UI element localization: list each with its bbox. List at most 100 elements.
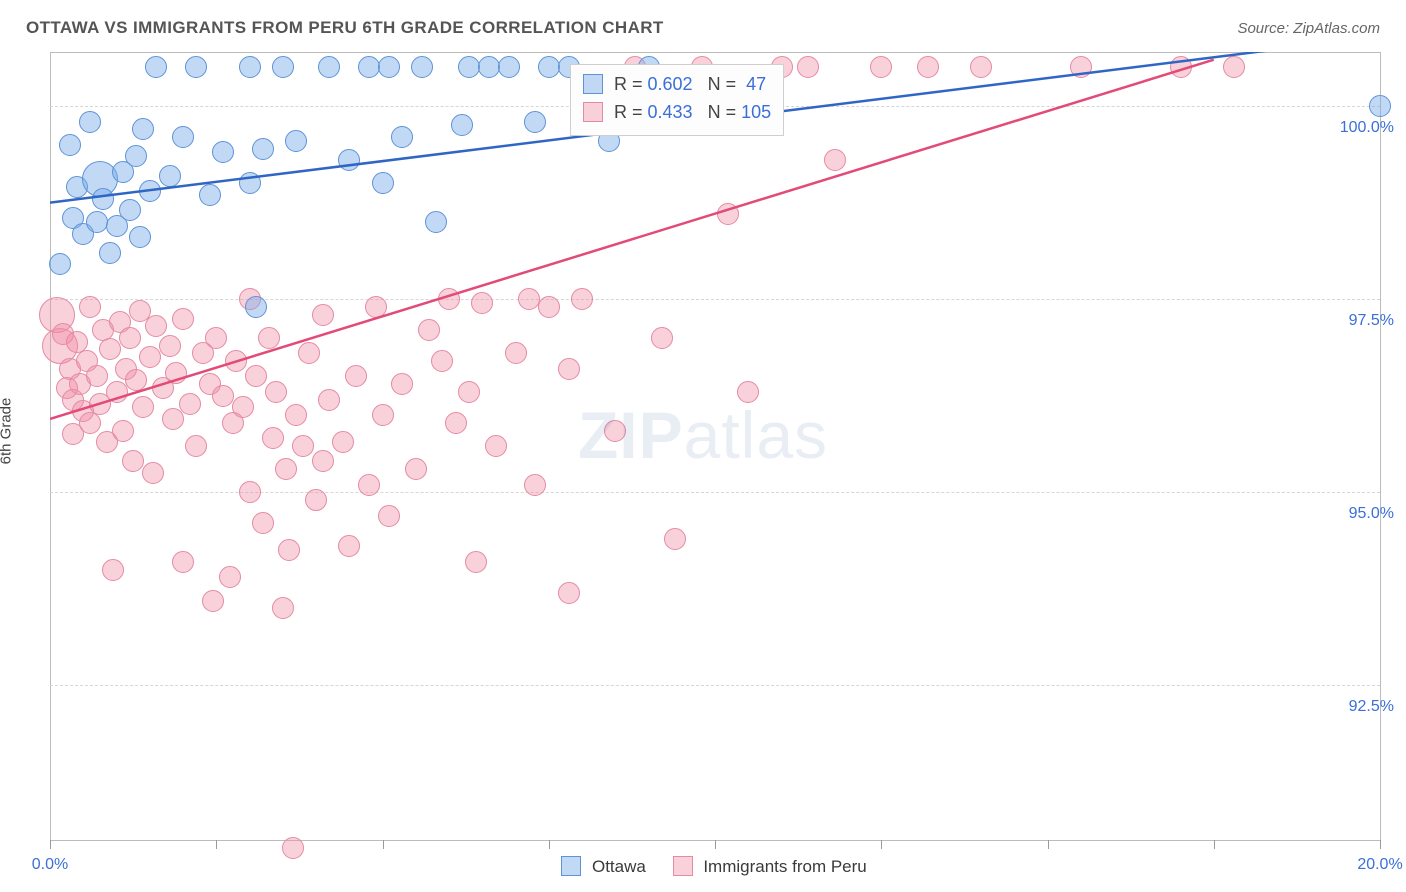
data-point [225, 350, 247, 372]
x-tick [216, 840, 217, 849]
data-point [172, 308, 194, 330]
x-tick [50, 840, 51, 849]
data-point [278, 539, 300, 561]
data-point [391, 373, 413, 395]
axis-left [50, 52, 51, 840]
data-point [651, 327, 673, 349]
data-point [129, 226, 151, 248]
data-point [292, 435, 314, 457]
data-point [179, 393, 201, 415]
data-point [86, 365, 108, 387]
data-point [558, 358, 580, 380]
legend-row: R = 0.433 N = 105 [583, 99, 771, 127]
data-point [119, 327, 141, 349]
data-point [425, 211, 447, 233]
data-point [59, 134, 81, 156]
data-point [79, 296, 101, 318]
data-point [917, 56, 939, 78]
data-point [49, 253, 71, 275]
legend-swatch [583, 74, 603, 94]
data-point [498, 56, 520, 78]
y-tick-label: 97.5% [1349, 312, 1394, 330]
data-point [285, 130, 307, 152]
data-point [239, 481, 261, 503]
data-point [478, 56, 500, 78]
data-point [518, 288, 540, 310]
chart-title: OTTAWA VS IMMIGRANTS FROM PERU 6TH GRADE… [26, 18, 664, 38]
data-point [132, 396, 154, 418]
data-point [252, 138, 274, 160]
y-tick-label: 100.0% [1340, 119, 1394, 137]
data-point [391, 126, 413, 148]
data-point [205, 327, 227, 349]
data-point [132, 118, 154, 140]
data-point [125, 369, 147, 391]
legend-row: R = 0.602 N = 47 [583, 71, 771, 99]
data-point [970, 56, 992, 78]
data-point [405, 458, 427, 480]
data-point [1170, 56, 1192, 78]
data-point [332, 431, 354, 453]
data-point [338, 535, 360, 557]
data-point [185, 56, 207, 78]
y-tick-label: 95.0% [1349, 505, 1394, 523]
data-point [438, 288, 460, 310]
data-point [664, 528, 686, 550]
data-point [145, 56, 167, 78]
data-point [411, 56, 433, 78]
legend-label-ottawa: Ottawa [592, 857, 646, 876]
data-point [272, 56, 294, 78]
data-point [345, 365, 367, 387]
legend-swatch-peru [673, 856, 693, 876]
data-point [318, 56, 340, 78]
data-point [458, 56, 480, 78]
data-point [258, 327, 280, 349]
data-point [199, 184, 221, 206]
legend-swatch-ottawa [561, 856, 581, 876]
data-point [524, 111, 546, 133]
data-point [79, 412, 101, 434]
x-tick [881, 840, 882, 849]
data-point [571, 288, 593, 310]
data-point [285, 404, 307, 426]
x-tick [383, 840, 384, 849]
data-point [262, 427, 284, 449]
data-point [312, 450, 334, 472]
data-point [185, 435, 207, 457]
data-point [172, 126, 194, 148]
data-point [99, 338, 121, 360]
data-point [445, 412, 467, 434]
data-point [102, 559, 124, 581]
x-tick [549, 840, 550, 849]
data-point [471, 292, 493, 314]
data-point [372, 404, 394, 426]
data-point [418, 319, 440, 341]
data-point [219, 566, 241, 588]
chart-header: OTTAWA VS IMMIGRANTS FROM PERU 6TH GRADE… [26, 18, 1380, 38]
x-tick [1380, 840, 1381, 849]
data-point [159, 335, 181, 357]
data-point [159, 165, 181, 187]
data-point [142, 462, 164, 484]
data-point [870, 56, 892, 78]
data-point [239, 172, 261, 194]
data-point [239, 56, 261, 78]
data-point [737, 381, 759, 403]
data-point [106, 381, 128, 403]
data-point [372, 172, 394, 194]
data-point [162, 408, 184, 430]
data-point [119, 199, 141, 221]
data-point [145, 315, 167, 337]
data-point [232, 396, 254, 418]
data-point [265, 381, 287, 403]
data-point [245, 296, 267, 318]
data-point [524, 474, 546, 496]
data-point [824, 149, 846, 171]
legend-swatch [583, 102, 603, 122]
data-point [797, 56, 819, 78]
data-point [1369, 95, 1391, 117]
data-point [558, 582, 580, 604]
data-point [431, 350, 453, 372]
series-legend: Ottawa Immigrants from Peru [0, 856, 1406, 877]
data-point [172, 551, 194, 573]
